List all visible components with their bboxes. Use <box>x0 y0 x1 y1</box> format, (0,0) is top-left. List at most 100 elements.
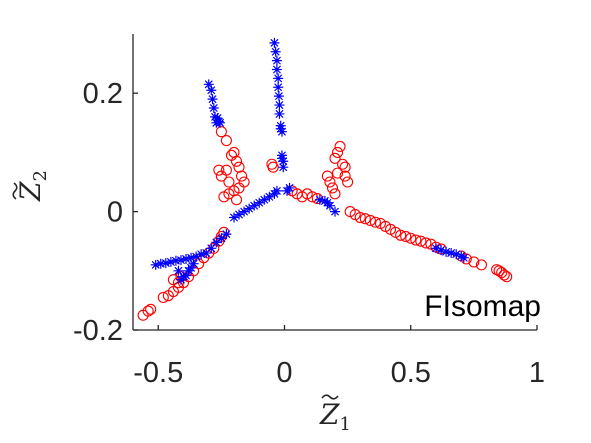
y-tick-label: 0 <box>107 197 123 229</box>
data-point-circle <box>215 126 227 138</box>
x-tick-label: 0.5 <box>391 357 431 389</box>
data-point-asterisk <box>196 249 207 260</box>
data-point-asterisk <box>208 103 219 113</box>
data-point-circle <box>468 256 480 268</box>
data-point-asterisk <box>284 182 295 193</box>
x-axis-label-sub: 1 <box>339 414 350 435</box>
data-point-circle <box>213 164 225 176</box>
data-point-asterisk <box>458 252 469 263</box>
data-point-asterisk <box>201 248 212 259</box>
data-point-asterisk <box>191 251 202 262</box>
data-point-circle <box>329 188 341 200</box>
data-point-asterisk <box>173 265 184 276</box>
data-point-circle <box>359 213 371 225</box>
data-point-circle <box>491 264 503 276</box>
data-point-asterisk <box>221 229 232 240</box>
svg-text:Z2: Z2 <box>14 170 51 202</box>
data-point-circle <box>225 149 238 161</box>
y-axis-label-main: Z <box>14 181 47 202</box>
data-point-asterisk <box>446 248 457 259</box>
data-point-asterisk <box>206 85 217 96</box>
x-tick-label: 0 <box>276 357 292 389</box>
data-point-asterisk <box>451 249 462 260</box>
y-tick-label: 0.2 <box>83 78 123 110</box>
data-point-asterisk <box>188 258 199 269</box>
data-point-circle <box>329 152 341 164</box>
data-point-circle <box>267 161 279 173</box>
data-point-circle <box>501 271 513 283</box>
data-point-circle <box>395 229 407 241</box>
data-point-asterisk <box>165 256 176 267</box>
y-axis-label-sub: 2 <box>30 170 51 181</box>
data-point-circle <box>415 235 427 247</box>
data-point-asterisk <box>211 237 222 248</box>
data-point-asterisk <box>274 100 285 111</box>
data-point-circle <box>498 269 510 281</box>
data-point-asterisk <box>278 162 289 173</box>
data-point-asterisk <box>330 206 340 217</box>
data-point-circle <box>142 305 154 317</box>
data-point-asterisk <box>271 55 282 66</box>
data-point-asterisk <box>324 200 335 211</box>
data-point-asterisk <box>239 206 250 217</box>
plot-area <box>132 34 537 331</box>
data-point-circle <box>220 164 232 176</box>
data-point-circle <box>145 303 157 315</box>
x-tick-label: -0.5 <box>133 357 183 389</box>
data-point-asterisk <box>207 94 218 105</box>
data-point-asterisk <box>210 111 221 122</box>
data-point-circle <box>364 214 376 227</box>
data-point-asterisk <box>249 200 260 211</box>
data-point-asterisk <box>273 82 284 93</box>
data-point-asterisk <box>150 259 161 270</box>
data-point-circle <box>337 158 349 170</box>
data-point-asterisk <box>178 271 189 282</box>
data-point-asterisk <box>160 258 171 269</box>
data-point-circle <box>230 155 243 167</box>
data-point-asterisk <box>270 46 281 57</box>
data-point-circle <box>230 194 243 206</box>
data-point-asterisk <box>170 255 181 266</box>
data-point-asterisk <box>181 253 192 264</box>
data-point-circle <box>238 176 250 188</box>
data-point-asterisk <box>175 255 186 266</box>
data-point-asterisk <box>155 258 166 269</box>
data-point-asterisk <box>212 113 223 124</box>
data-point-circle <box>236 170 248 182</box>
svg-text:Z1: Z1 <box>319 398 351 435</box>
axis-ticks: -0.5 0 0.5 1 -0.2 0 0.2 <box>73 78 545 389</box>
data-point-asterisk <box>271 64 282 75</box>
data-point-asterisk <box>275 123 286 134</box>
data-point-asterisk <box>254 197 265 208</box>
data-point-asterisk <box>273 91 284 102</box>
data-point-asterisk <box>314 194 325 205</box>
data-point-asterisk <box>271 185 282 196</box>
data-point-asterisk <box>264 191 275 202</box>
data-point-circle <box>157 291 169 303</box>
data-point-circle <box>218 191 230 203</box>
data-point-asterisk <box>215 117 226 128</box>
data-point-circle <box>334 140 346 153</box>
data-point-circle <box>354 211 366 224</box>
x-axis-label-main: Z <box>319 398 340 431</box>
x-tick-label: 1 <box>529 357 545 389</box>
data-point-circle <box>342 176 354 188</box>
y-axis-label-tilde <box>12 182 18 200</box>
data-point-circle <box>223 176 235 188</box>
data-point-circle <box>321 170 333 182</box>
y-axis-label: Z2 <box>12 170 51 202</box>
data-point-asterisk <box>244 203 255 214</box>
data-point-asterisk <box>234 209 245 220</box>
data-point-circle <box>324 176 336 188</box>
data-point-circle <box>331 146 344 158</box>
data-series <box>137 37 513 321</box>
data-point-asterisk <box>206 243 217 254</box>
data-point-asterisk <box>278 156 289 167</box>
data-point-circle <box>400 230 412 243</box>
data-point-asterisk <box>186 262 197 273</box>
data-point-asterisk <box>276 126 287 137</box>
data-point-circle <box>339 170 351 182</box>
data-point-circle <box>420 237 432 249</box>
data-point-asterisk <box>186 252 197 263</box>
